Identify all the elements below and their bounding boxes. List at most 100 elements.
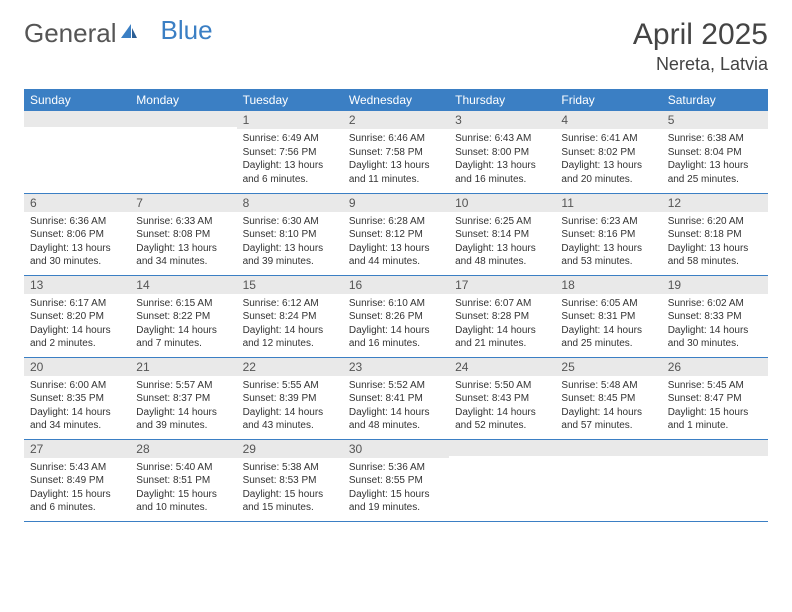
day-number: 20 [24, 358, 130, 376]
day-body [24, 127, 130, 177]
sunset-text: Sunset: 8:49 PM [30, 474, 124, 488]
sunset-text: Sunset: 8:37 PM [136, 392, 230, 406]
calendar-cell: 7Sunrise: 6:33 AMSunset: 8:08 PMDaylight… [130, 193, 236, 275]
sail-icon [119, 18, 139, 49]
day-number: 18 [555, 276, 661, 294]
sunset-text: Sunset: 8:35 PM [30, 392, 124, 406]
calendar-cell [130, 111, 236, 193]
sunrise-text: Sunrise: 6:30 AM [243, 215, 337, 229]
sunrise-text: Sunrise: 6:28 AM [349, 215, 443, 229]
calendar-cell: 16Sunrise: 6:10 AMSunset: 8:26 PMDayligh… [343, 275, 449, 357]
day-number: 26 [662, 358, 768, 376]
daylight-text: Daylight: 14 hours and 16 minutes. [349, 324, 443, 351]
calendar-cell: 23Sunrise: 5:52 AMSunset: 8:41 PMDayligh… [343, 357, 449, 439]
day-number: 17 [449, 276, 555, 294]
daylight-text: Daylight: 15 hours and 6 minutes. [30, 488, 124, 515]
day-body: Sunrise: 6:38 AMSunset: 8:04 PMDaylight:… [662, 129, 768, 191]
day-body: Sunrise: 6:23 AMSunset: 8:16 PMDaylight:… [555, 212, 661, 274]
daylight-text: Daylight: 15 hours and 10 minutes. [136, 488, 230, 515]
sunset-text: Sunset: 8:10 PM [243, 228, 337, 242]
sunset-text: Sunset: 8:28 PM [455, 310, 549, 324]
day-body: Sunrise: 5:50 AMSunset: 8:43 PMDaylight:… [449, 376, 555, 438]
day-number: 10 [449, 194, 555, 212]
sunset-text: Sunset: 8:45 PM [561, 392, 655, 406]
daylight-text: Daylight: 14 hours and 43 minutes. [243, 406, 337, 433]
day-number: 8 [237, 194, 343, 212]
calendar-cell: 15Sunrise: 6:12 AMSunset: 8:24 PMDayligh… [237, 275, 343, 357]
day-header: Saturday [662, 89, 768, 111]
day-number: 7 [130, 194, 236, 212]
day-body [555, 456, 661, 506]
calendar-cell: 17Sunrise: 6:07 AMSunset: 8:28 PMDayligh… [449, 275, 555, 357]
sunrise-text: Sunrise: 6:02 AM [668, 297, 762, 311]
day-number: 9 [343, 194, 449, 212]
day-number: 29 [237, 440, 343, 458]
sunset-text: Sunset: 8:31 PM [561, 310, 655, 324]
calendar-cell: 9Sunrise: 6:28 AMSunset: 8:12 PMDaylight… [343, 193, 449, 275]
day-number [662, 440, 768, 456]
sunrise-text: Sunrise: 6:12 AM [243, 297, 337, 311]
calendar-cell: 26Sunrise: 5:45 AMSunset: 8:47 PMDayligh… [662, 357, 768, 439]
daylight-text: Daylight: 13 hours and 34 minutes. [136, 242, 230, 269]
calendar-cell: 6Sunrise: 6:36 AMSunset: 8:06 PMDaylight… [24, 193, 130, 275]
sunset-text: Sunset: 8:41 PM [349, 392, 443, 406]
sunrise-text: Sunrise: 5:45 AM [668, 379, 762, 393]
day-body: Sunrise: 6:10 AMSunset: 8:26 PMDaylight:… [343, 294, 449, 356]
day-number [555, 440, 661, 456]
sunrise-text: Sunrise: 5:43 AM [30, 461, 124, 475]
day-body [662, 456, 768, 506]
calendar-body: 1Sunrise: 6:49 AMSunset: 7:56 PMDaylight… [24, 111, 768, 521]
logo-text-blue: Blue [161, 15, 213, 46]
day-number: 3 [449, 111, 555, 129]
calendar-cell [24, 111, 130, 193]
daylight-text: Daylight: 14 hours and 21 minutes. [455, 324, 549, 351]
day-body: Sunrise: 5:57 AMSunset: 8:37 PMDaylight:… [130, 376, 236, 438]
day-body: Sunrise: 6:17 AMSunset: 8:20 PMDaylight:… [24, 294, 130, 356]
header: General Blue April 2025 Nereta, Latvia [24, 18, 768, 75]
sunset-text: Sunset: 8:04 PM [668, 146, 762, 160]
calendar-week: 13Sunrise: 6:17 AMSunset: 8:20 PMDayligh… [24, 275, 768, 357]
calendar-cell [555, 439, 661, 521]
day-number: 15 [237, 276, 343, 294]
daylight-text: Daylight: 14 hours and 48 minutes. [349, 406, 443, 433]
sunrise-text: Sunrise: 5:50 AM [455, 379, 549, 393]
sunrise-text: Sunrise: 6:10 AM [349, 297, 443, 311]
daylight-text: Daylight: 14 hours and 30 minutes. [668, 324, 762, 351]
day-number: 6 [24, 194, 130, 212]
sunset-text: Sunset: 8:16 PM [561, 228, 655, 242]
calendar-cell: 2Sunrise: 6:46 AMSunset: 7:58 PMDaylight… [343, 111, 449, 193]
calendar-cell: 11Sunrise: 6:23 AMSunset: 8:16 PMDayligh… [555, 193, 661, 275]
day-number [449, 440, 555, 456]
calendar-cell: 28Sunrise: 5:40 AMSunset: 8:51 PMDayligh… [130, 439, 236, 521]
day-body: Sunrise: 6:30 AMSunset: 8:10 PMDaylight:… [237, 212, 343, 274]
calendar-cell: 12Sunrise: 6:20 AMSunset: 8:18 PMDayligh… [662, 193, 768, 275]
calendar-cell [662, 439, 768, 521]
day-number: 11 [555, 194, 661, 212]
day-body [449, 456, 555, 506]
daylight-text: Daylight: 14 hours and 12 minutes. [243, 324, 337, 351]
sunrise-text: Sunrise: 6:41 AM [561, 132, 655, 146]
sunset-text: Sunset: 7:58 PM [349, 146, 443, 160]
day-number: 5 [662, 111, 768, 129]
day-body: Sunrise: 6:28 AMSunset: 8:12 PMDaylight:… [343, 212, 449, 274]
day-number: 27 [24, 440, 130, 458]
day-body: Sunrise: 6:49 AMSunset: 7:56 PMDaylight:… [237, 129, 343, 191]
day-body: Sunrise: 5:36 AMSunset: 8:55 PMDaylight:… [343, 458, 449, 520]
sunset-text: Sunset: 8:14 PM [455, 228, 549, 242]
calendar-cell: 13Sunrise: 6:17 AMSunset: 8:20 PMDayligh… [24, 275, 130, 357]
calendar-week: 20Sunrise: 6:00 AMSunset: 8:35 PMDayligh… [24, 357, 768, 439]
daylight-text: Daylight: 15 hours and 19 minutes. [349, 488, 443, 515]
sunset-text: Sunset: 8:00 PM [455, 146, 549, 160]
day-body: Sunrise: 6:02 AMSunset: 8:33 PMDaylight:… [662, 294, 768, 356]
day-header: Friday [555, 89, 661, 111]
sunrise-text: Sunrise: 5:36 AM [349, 461, 443, 475]
sunrise-text: Sunrise: 6:23 AM [561, 215, 655, 229]
day-number: 30 [343, 440, 449, 458]
day-body: Sunrise: 6:05 AMSunset: 8:31 PMDaylight:… [555, 294, 661, 356]
daylight-text: Daylight: 13 hours and 20 minutes. [561, 159, 655, 186]
day-number: 14 [130, 276, 236, 294]
day-body: Sunrise: 6:43 AMSunset: 8:00 PMDaylight:… [449, 129, 555, 191]
day-body: Sunrise: 5:48 AMSunset: 8:45 PMDaylight:… [555, 376, 661, 438]
sunset-text: Sunset: 8:20 PM [30, 310, 124, 324]
calendar-cell: 30Sunrise: 5:36 AMSunset: 8:55 PMDayligh… [343, 439, 449, 521]
